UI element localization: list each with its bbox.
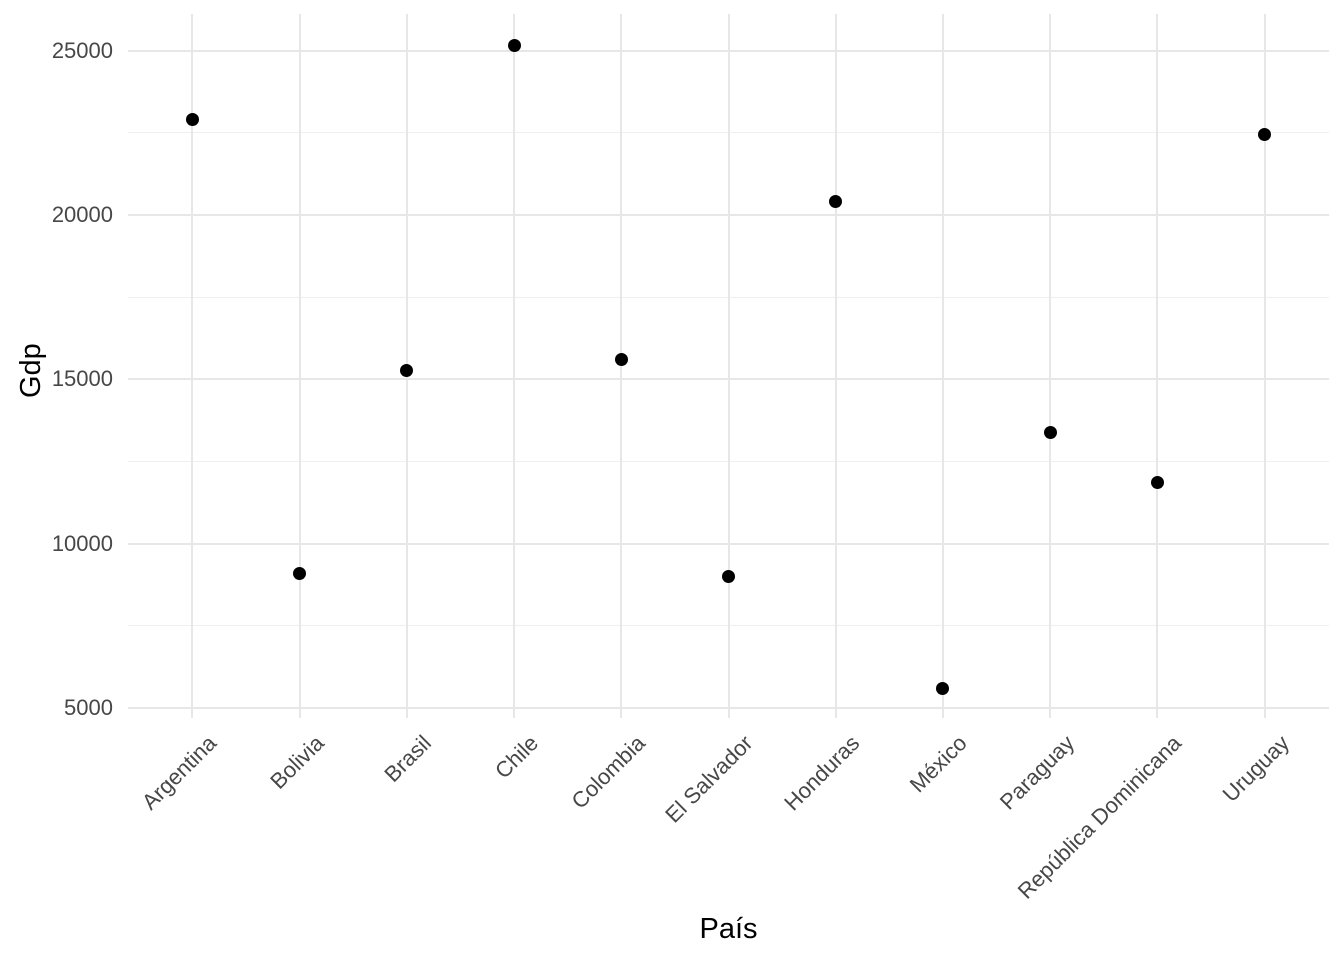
y-tick-label: 5000 [64,694,113,720]
data-point [293,566,307,580]
x-tick-label: Honduras [779,730,865,816]
plot-panel [128,14,1329,718]
y-tick-label: 20000 [51,202,113,228]
x-gridline [1156,14,1159,718]
x-tick-label: México [904,730,972,798]
x-tick-label: Bolivia [265,730,329,794]
x-gridline [834,14,837,718]
y-tick-label: 10000 [51,530,113,556]
x-gridline [191,14,194,718]
y-tick-label: 15000 [51,366,113,392]
data-point [936,681,950,695]
x-gridline [298,14,301,718]
data-point [400,363,414,377]
x-tick-label: Uruguay [1217,730,1294,807]
x-gridline [1049,14,1052,718]
data-point [1150,476,1164,490]
data-point [1258,127,1272,141]
x-tick-label: El Salvador [660,730,758,828]
x-gridline [727,14,730,718]
data-point [185,113,199,127]
x-gridline [620,14,623,718]
x-gridline [513,14,516,718]
x-tick-label: Brasil [379,730,436,787]
data-point [614,352,628,366]
data-point [829,195,843,209]
x-tick-label: Chile [489,730,544,784]
x-gridline [941,14,944,718]
x-tick-label: Argentina [137,730,222,815]
x-tick-label: Paraguay [994,730,1080,815]
data-point [507,39,521,53]
data-point [722,570,735,584]
x-axis-title: País [699,913,758,945]
y-tick-label: 25000 [51,37,113,63]
data-point [1043,425,1057,439]
x-tick-label: Colombia [566,730,651,814]
y-axis-title: Gdp [15,343,47,398]
x-gridline [1263,14,1266,718]
